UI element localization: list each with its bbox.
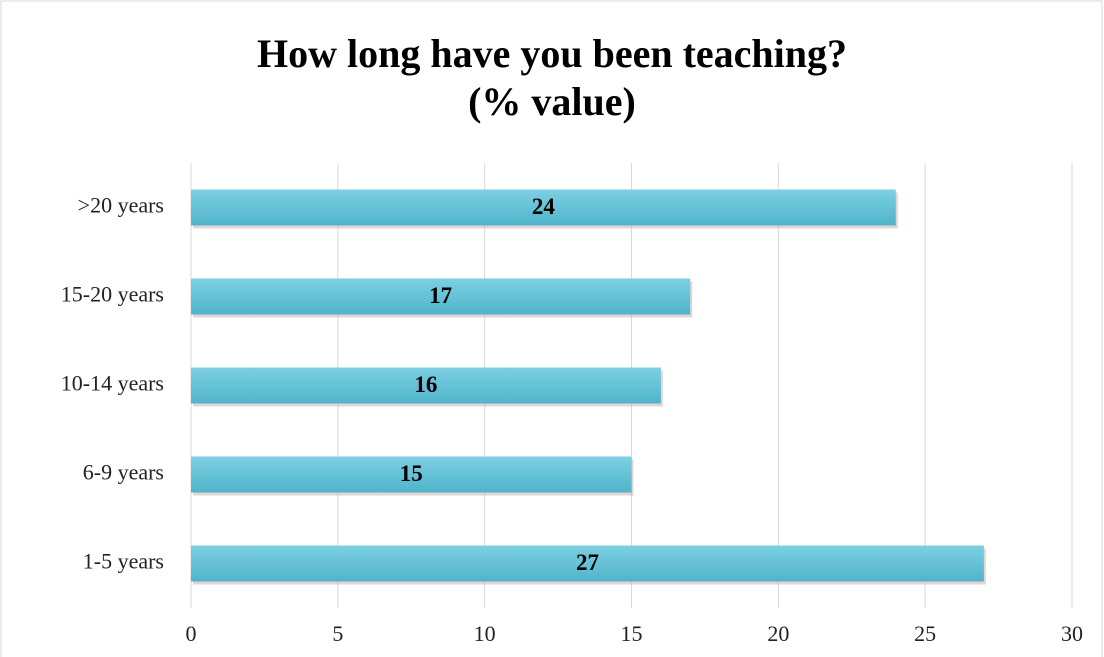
x-tick-label: 15 xyxy=(621,621,643,646)
y-tick-label: >20 years xyxy=(78,193,164,218)
x-tick-label: 30 xyxy=(1061,621,1083,646)
x-tick-label: 20 xyxy=(767,621,789,646)
bar xyxy=(191,367,661,404)
x-tick-label: 5 xyxy=(332,621,343,646)
chart-subtitle: (% value) xyxy=(468,79,636,124)
value-label: 17 xyxy=(429,283,452,308)
x-tick-label: 0 xyxy=(186,621,197,646)
value-label: 16 xyxy=(414,372,437,397)
chart-title: How long have you been teaching? xyxy=(257,31,847,76)
value-label: 27 xyxy=(576,550,599,575)
y-tick-label: 15-20 years xyxy=(61,282,164,307)
y-tick-label: 6-9 years xyxy=(83,460,164,485)
value-label: 24 xyxy=(532,194,556,219)
bar xyxy=(191,456,632,493)
y-tick-label: 10-14 years xyxy=(61,371,164,396)
value-label: 15 xyxy=(400,461,423,486)
bar xyxy=(191,278,691,315)
bar xyxy=(191,545,984,582)
bar xyxy=(191,189,896,226)
x-tick-label: 10 xyxy=(474,621,496,646)
x-tick-label: 25 xyxy=(914,621,936,646)
y-tick-label: 1-5 years xyxy=(83,549,164,574)
